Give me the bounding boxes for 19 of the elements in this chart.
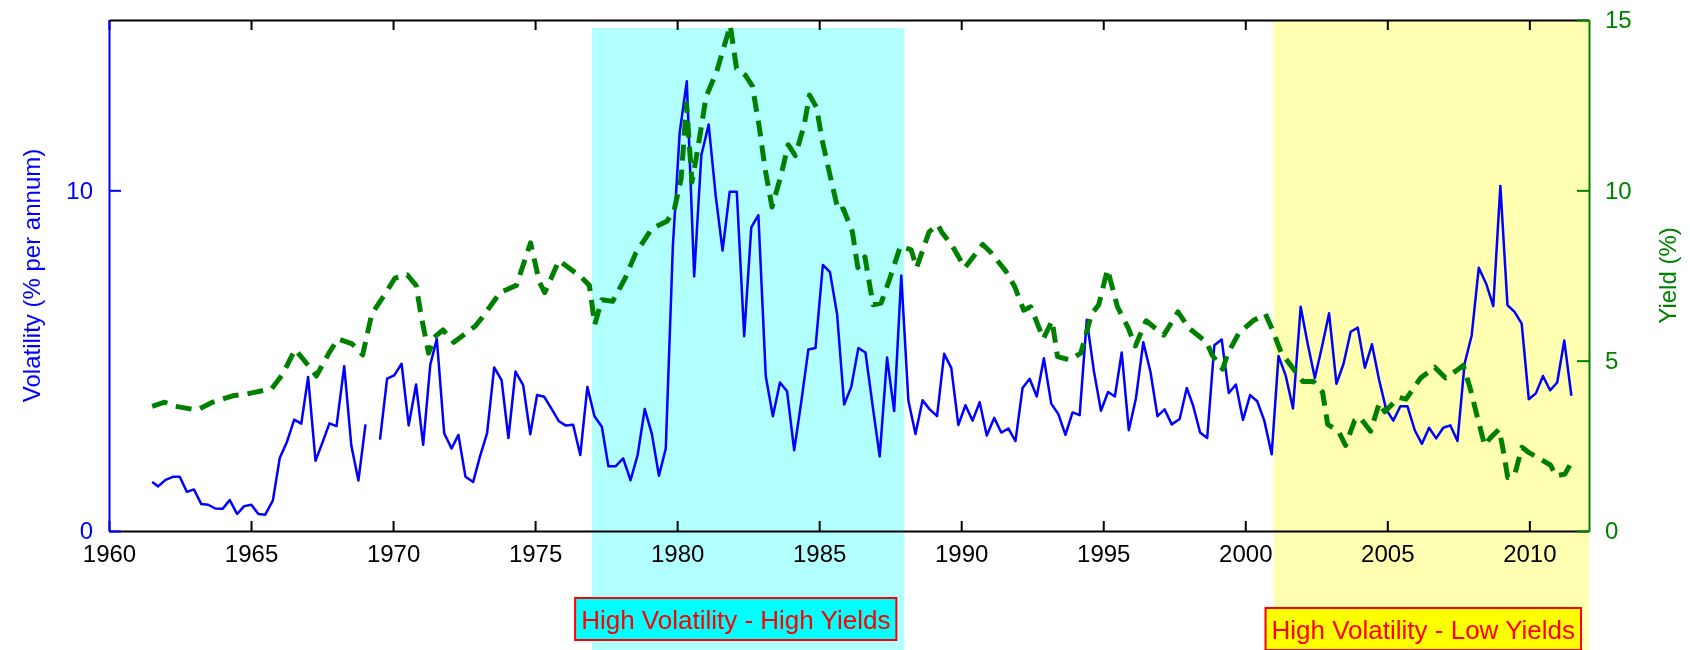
x-tick-label: 1975: [508, 540, 563, 568]
band-label: High Volatility - High Yields: [581, 605, 891, 635]
x-tick-label: 2000: [1219, 540, 1273, 568]
y2-axis-title: Yield (%): [1654, 227, 1681, 324]
y2-tick-label: 10: [1605, 176, 1632, 204]
y2-tick-label: 15: [1605, 6, 1632, 34]
band-label: High Volatility - Low Yields: [1271, 615, 1575, 645]
y2-tick-label: 0: [1605, 517, 1619, 545]
x-tick-label: 1965: [224, 540, 279, 568]
x-tick-label: 1960: [82, 540, 137, 568]
x-tick-label: 1970: [366, 540, 421, 568]
y2-tick-label: 5: [1605, 346, 1619, 374]
x-tick-label: 2005: [1361, 540, 1415, 568]
y-axis-title: Volatility (% per annum): [18, 148, 45, 403]
x-tick-label: 1995: [1077, 540, 1131, 568]
x-tick-label: 1985: [792, 540, 847, 568]
x-tick-label: 2010: [1503, 540, 1557, 568]
x-tick-label: 1990: [935, 540, 989, 568]
x-tick-label: 1980: [650, 540, 705, 568]
